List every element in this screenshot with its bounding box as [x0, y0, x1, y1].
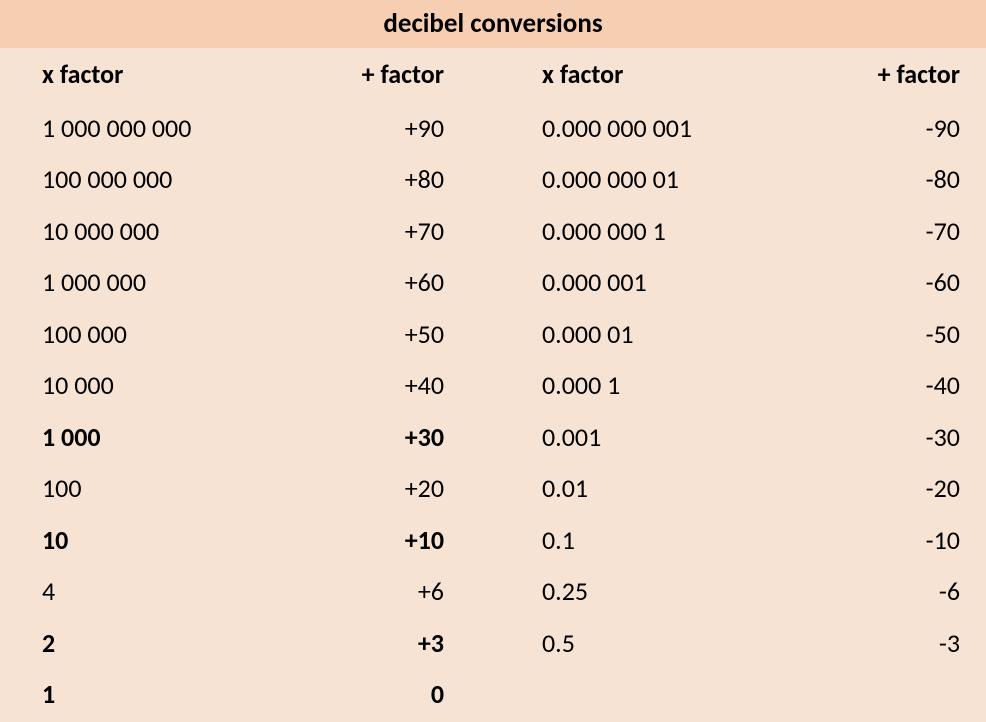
- cell-plus-right: -6: [834, 575, 960, 607]
- cell-x-left: 1 000 000: [42, 266, 324, 298]
- cell-plus-right: -10: [834, 524, 960, 556]
- col-header-x-right: x factor: [542, 58, 834, 90]
- cell-plus-right: -20: [834, 472, 960, 504]
- table-row: 10 000 000+70 0.000 000 1-70: [42, 205, 960, 257]
- cell-x-right: 0.000 000 1: [542, 215, 834, 247]
- cell-plus-left: +80: [324, 163, 444, 195]
- cell-plus-left: +50: [324, 318, 444, 350]
- cell-plus-right: -40: [834, 369, 960, 401]
- cell-x-right: 0.5: [542, 627, 834, 659]
- cell-plus-right: -50: [834, 318, 960, 350]
- cell-plus-left: +90: [324, 112, 444, 144]
- cell-plus-right: -60: [834, 266, 960, 298]
- cell-x-right: 0.000 1: [542, 369, 834, 401]
- decibel-conversions-table: decibel conversions x factor + factor x …: [0, 0, 986, 722]
- cell-plus-left: +60: [324, 266, 444, 298]
- cell-plus-left: +3: [324, 627, 444, 659]
- table-row: 1 000 000+60 0.000 001-60: [42, 257, 960, 309]
- cell-plus-left: +30: [324, 421, 444, 453]
- col-header-plus-right: + factor: [834, 58, 960, 90]
- cell-plus-left: +6: [324, 575, 444, 607]
- cell-x-left: 10 000: [42, 369, 324, 401]
- table-column-headers: x factor + factor x factor + factor: [0, 48, 986, 100]
- cell-plus-left: +40: [324, 369, 444, 401]
- cell-plus-right: -80: [834, 163, 960, 195]
- table-row: 100 000 000+80 0.000 000 01-80: [42, 154, 960, 206]
- table-row: 10 000+40 0.000 1-40: [42, 360, 960, 412]
- col-header-x-left: x factor: [42, 58, 324, 90]
- table-row: 4+6 0.25-6: [42, 566, 960, 618]
- cell-x-right: 0.001: [542, 421, 834, 453]
- cell-x-left: 1 000 000 000: [42, 112, 324, 144]
- cell-plus-right: -30: [834, 421, 960, 453]
- table-row: 1 000+30 0.001-30: [42, 411, 960, 463]
- cell-x-right: 0.000 001: [542, 266, 834, 298]
- cell-x-left: 4: [42, 575, 324, 607]
- table-row: 100 000+50 0.000 01-50: [42, 308, 960, 360]
- cell-x-left: 100 000: [42, 318, 324, 350]
- table-row: 10+10 0.1-10: [42, 514, 960, 566]
- cell-plus-right: -3: [834, 627, 960, 659]
- cell-x-right: 0.01: [542, 472, 834, 504]
- cell-x-right: 0.000 000 01: [542, 163, 834, 195]
- cell-x-left: 1: [42, 678, 324, 710]
- cell-plus-right: -70: [834, 215, 960, 247]
- cell-plus-left: +10: [324, 524, 444, 556]
- table-body: 1 000 000 000+90 0.000 000 001-90 100 000 …: [0, 100, 986, 720]
- cell-x-left: 100: [42, 472, 324, 504]
- cell-x-right: 0.25: [542, 575, 834, 607]
- cell-x-left: 10 000 000: [42, 215, 324, 247]
- table-title: decibel conversions: [0, 0, 986, 48]
- cell-x-left: 100 000 000: [42, 163, 324, 195]
- cell-x-right: 0.000 000 001: [542, 112, 834, 144]
- col-header-plus-left: + factor: [324, 58, 444, 90]
- table-row: 1 000 000 000+90 0.000 000 001-90: [42, 102, 960, 154]
- cell-x-left: 2: [42, 627, 324, 659]
- cell-x-right: 0.000 01: [542, 318, 834, 350]
- cell-plus-left: +20: [324, 472, 444, 504]
- cell-x-right: 0.1: [542, 524, 834, 556]
- cell-x-left: 10: [42, 524, 324, 556]
- table-row: 10: [42, 669, 960, 721]
- table-row: 2+3 0.5-3: [42, 617, 960, 669]
- cell-x-left: 1 000: [42, 421, 324, 453]
- cell-plus-left: 0: [324, 678, 444, 710]
- cell-plus-left: +70: [324, 215, 444, 247]
- cell-plus-right: -90: [834, 112, 960, 144]
- table-row: 100+20 0.01-20: [42, 463, 960, 515]
